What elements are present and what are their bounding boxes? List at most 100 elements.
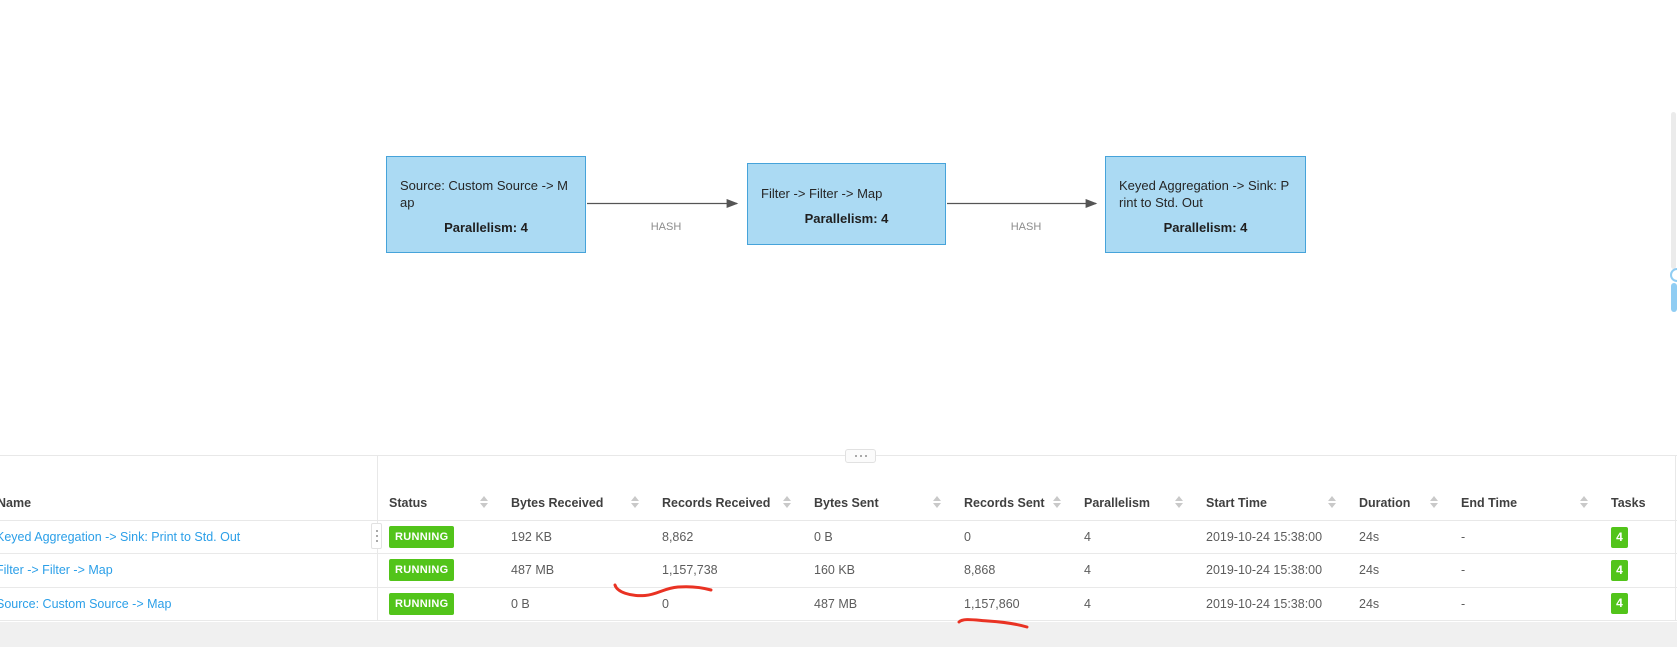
table-row: Filter -> Filter -> Map RUNNING 487 MB 1… [0, 554, 1677, 588]
tasks-count-badge: 4 [1611, 526, 1628, 548]
node-title: Source: Custom Source -> Map [400, 178, 568, 210]
cell-bytes-sent: 0 B [814, 530, 833, 545]
column-header-start-time[interactable]: Start Time [1195, 496, 1348, 520]
status-badge: RUNNING [389, 526, 455, 549]
job-graph-node-sink[interactable]: Keyed Aggregation -> Sink: Print to Std.… [1105, 156, 1306, 253]
cell-end-time: - [1461, 563, 1466, 578]
edge-ship-strategy-label: HASH [650, 221, 682, 233]
column-header-records-received[interactable]: Records Received [651, 496, 803, 520]
edge-ship-strategy-label: HASH [1010, 221, 1042, 233]
node-title: Keyed Aggregation -> Sink: Print to Std.… [1119, 178, 1290, 210]
vertex-name-link[interactable]: Source: Custom Source -> Map [0, 596, 172, 611]
cell-bytes-received: 0 B [511, 596, 530, 611]
cell-bytes-received: 192 KB [511, 530, 553, 545]
graph-zoom-slider-track[interactable] [1671, 112, 1676, 269]
cell-start-time: 2019-10-24 15:38:00 [1206, 530, 1323, 545]
node-parallelism: Parallelism: 4 [444, 220, 528, 235]
sort-icon[interactable] [1580, 496, 1588, 510]
cell-parallelism: 4 [1084, 530, 1091, 545]
cell-duration: 24s [1359, 563, 1380, 578]
column-header-label: Records Received [662, 496, 771, 510]
column-header-name: Name [0, 496, 378, 520]
page-background-bottom [0, 622, 1677, 647]
column-header-label: Name [0, 496, 32, 510]
vertex-name-link[interactable]: Filter -> Filter -> Map [0, 563, 113, 578]
cell-records-sent: 8,868 [964, 563, 996, 578]
drag-dots-icon [375, 530, 378, 532]
graph-zoom-slider-handle[interactable] [1670, 268, 1677, 282]
status-badge: RUNNING [389, 592, 455, 615]
cell-status: RUNNING [378, 592, 500, 615]
column-header-bytes-received[interactable]: Bytes Received [500, 496, 651, 520]
sort-icon[interactable] [1053, 496, 1061, 510]
column-header-status[interactable]: Status [378, 496, 500, 520]
table-row: Source: Custom Source -> Map RUNNING 0 B… [0, 588, 1677, 621]
graph-zoom-slider-fill [1671, 283, 1677, 312]
sort-icon[interactable] [1430, 496, 1438, 510]
cell-end-time: - [1461, 530, 1466, 545]
cell-parallelism: 4 [1084, 596, 1091, 611]
column-header-records-sent[interactable]: Records Sent [953, 496, 1073, 520]
job-graph-node-source[interactable]: Source: Custom Source -> Map Parallelism… [386, 156, 586, 253]
vertices-table: Name Status Bytes Received Records Recei… [0, 456, 1677, 621]
drag-dots-icon [375, 540, 378, 542]
node-title: Filter -> Filter -> Map [761, 185, 883, 201]
cell-status: RUNNING [378, 526, 500, 549]
drag-dots-icon [854, 455, 857, 457]
cell-start-time: 2019-10-24 15:38:00 [1206, 596, 1323, 611]
sort-icon[interactable] [480, 496, 488, 510]
column-header-parallelism[interactable]: Parallelism [1073, 496, 1195, 520]
sort-icon[interactable] [933, 496, 941, 510]
table-row: Keyed Aggregation -> Sink: Print to Std.… [0, 521, 1677, 555]
cell-bytes-received: 487 MB [511, 563, 555, 578]
status-badge: RUNNING [389, 559, 455, 582]
cell-name: Source: Custom Source -> Map [0, 597, 378, 611]
cell-duration: 24s [1359, 530, 1380, 545]
tasks-count-badge: 4 [1611, 593, 1628, 615]
column-header-label: Bytes Sent [814, 496, 879, 510]
node-parallelism: Parallelism: 4 [804, 211, 889, 227]
cell-records-sent: 1,157,860 [964, 596, 1020, 611]
sort-icon[interactable] [1328, 496, 1336, 510]
column-header-label: Records Sent [964, 496, 1045, 510]
column-header-duration[interactable]: Duration [1348, 496, 1450, 520]
column-header-label: Status [389, 496, 428, 510]
column-header-end-time[interactable]: End Time [1450, 496, 1600, 520]
cell-records-received: 1,157,738 [662, 563, 718, 578]
drag-dots-icon [864, 455, 867, 457]
column-header-label: Duration [1359, 496, 1411, 510]
drag-dots-icon [375, 535, 378, 537]
column-header-label: Bytes Received [511, 496, 604, 510]
panel-splitter-line [0, 455, 1677, 456]
sort-icon[interactable] [1175, 496, 1183, 510]
table-right-border [1675, 456, 1676, 621]
cell-tasks: 4 [1600, 526, 1677, 548]
node-parallelism: Parallelism: 4 [1163, 220, 1248, 235]
cell-name: Filter -> Filter -> Map [0, 563, 378, 577]
column-header-bytes-sent[interactable]: Bytes Sent [803, 496, 953, 520]
table-header-row: Name Status Bytes Received Records Recei… [0, 456, 1677, 521]
drag-dots-icon [859, 455, 862, 457]
column-header-label: End Time [1461, 496, 1518, 510]
cell-bytes-sent: 487 MB [814, 596, 858, 611]
cell-records-sent: 0 [964, 530, 971, 545]
cell-start-time: 2019-10-24 15:38:00 [1206, 563, 1323, 578]
cell-records-received: 8,862 [662, 530, 694, 545]
vertex-name-link[interactable]: Keyed Aggregation -> Sink: Print to Std.… [0, 530, 241, 545]
column-header-tasks: Tasks [1600, 496, 1677, 520]
column-resize-handle[interactable] [371, 523, 382, 549]
panel-splitter-drag-handle[interactable] [845, 449, 876, 463]
sort-icon[interactable] [783, 496, 791, 510]
column-header-label: Tasks [1611, 496, 1646, 510]
cell-bytes-sent: 160 KB [814, 563, 856, 578]
cell-status: RUNNING [378, 559, 500, 582]
column-header-label: Parallelism [1084, 496, 1151, 510]
column-header-label: Start Time [1206, 496, 1267, 510]
tasks-count-badge: 4 [1611, 559, 1628, 581]
cell-duration: 24s [1359, 596, 1380, 611]
job-graph-node-filter[interactable]: Filter -> Filter -> Map Parallelism: 4 [747, 163, 946, 245]
cell-end-time: - [1461, 596, 1466, 611]
sort-icon[interactable] [631, 496, 639, 510]
cell-tasks: 4 [1600, 559, 1677, 581]
